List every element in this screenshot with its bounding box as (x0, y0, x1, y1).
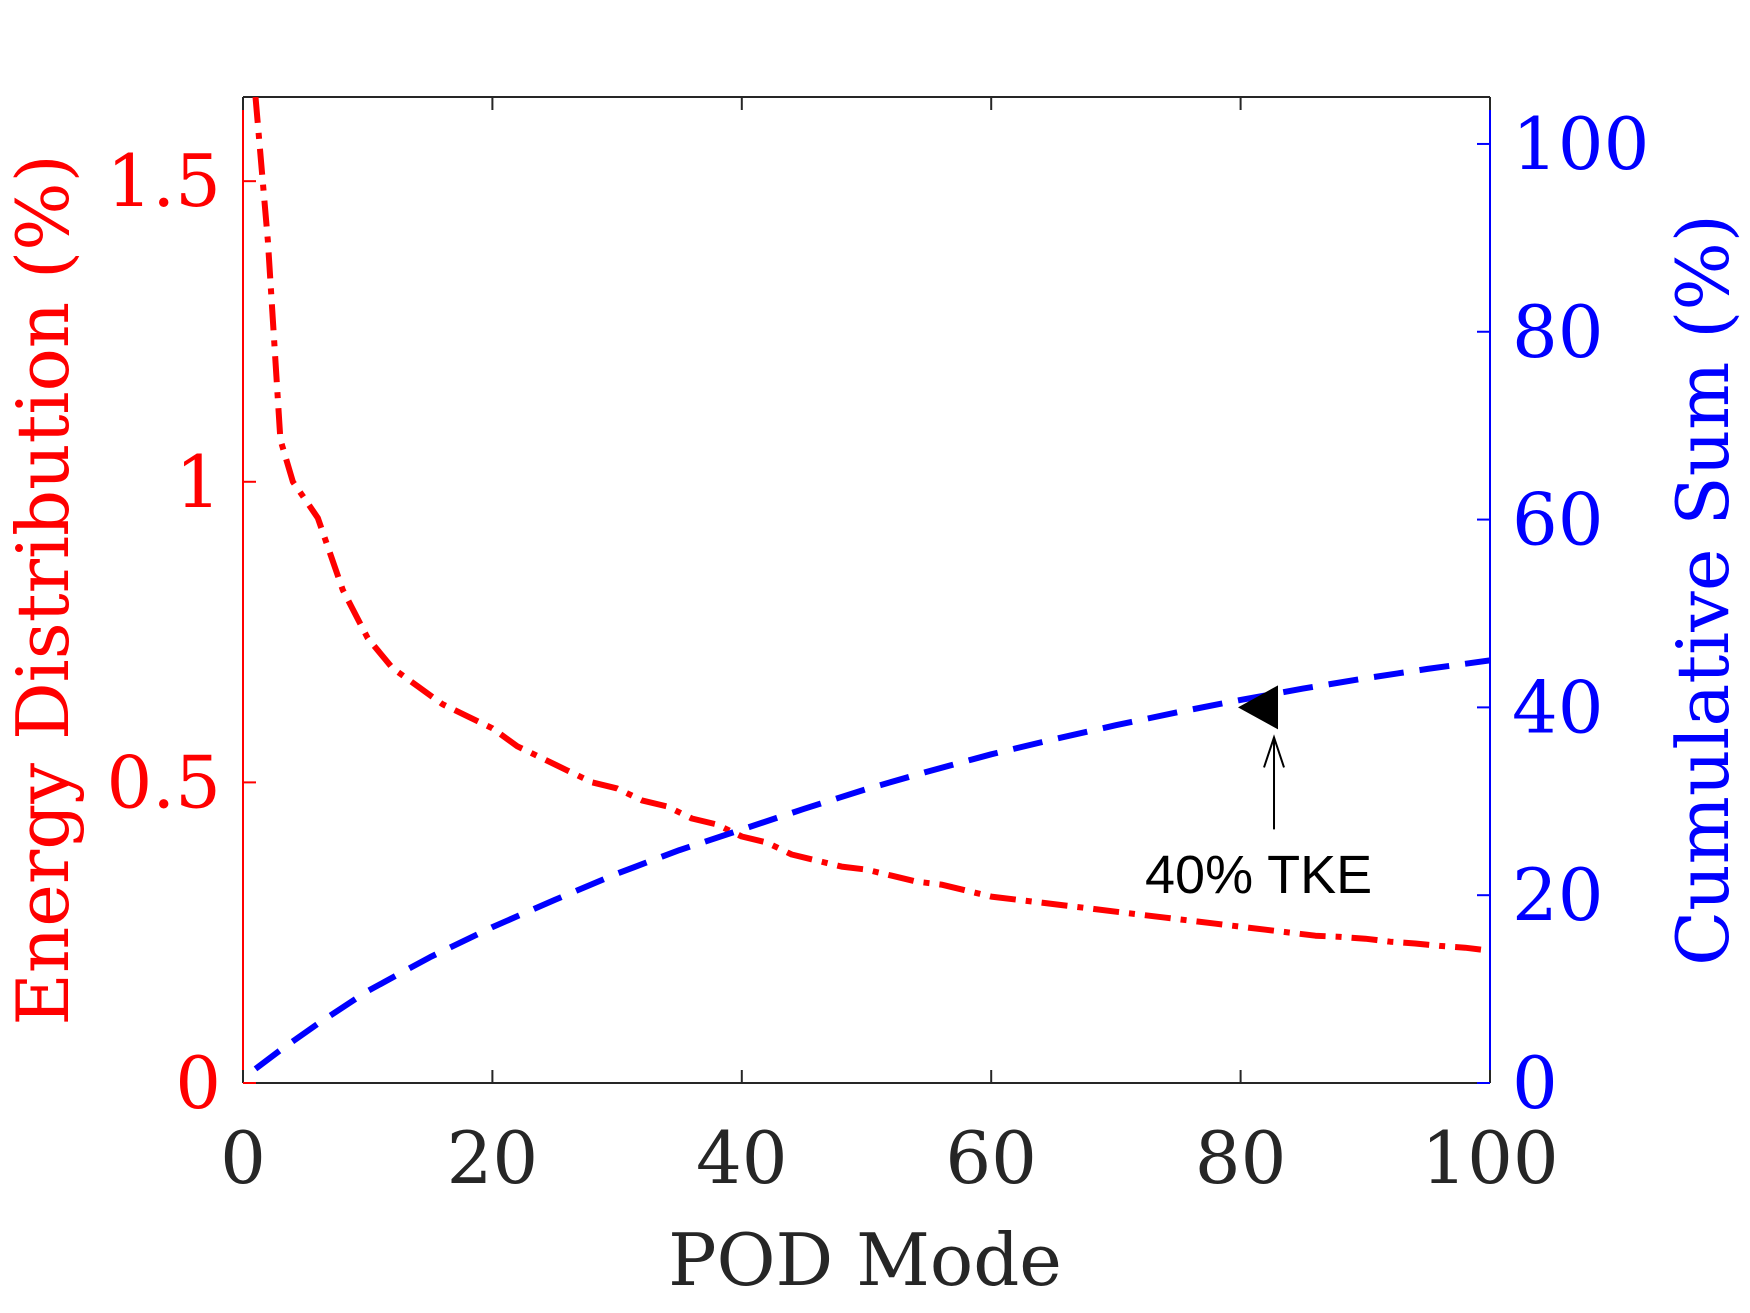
y-left-tick-label: 0 (175, 1041, 221, 1125)
annotation-triangle-marker (1238, 685, 1279, 730)
y-right-tick-label: 80 (1512, 290, 1604, 374)
y-axis-left-title: Energy Distribution (%) (1, 154, 85, 1025)
y-right-tick-label: 0 (1512, 1041, 1558, 1125)
annotation-group: 40% TKE (1145, 685, 1372, 905)
y-right-tick-label: 40 (1512, 665, 1604, 749)
y-left-tick-label: 1 (175, 440, 221, 524)
y-right-tick-label: 100 (1512, 102, 1649, 186)
y-left-tick-label: 0.5 (106, 740, 221, 824)
annotation-label: 40% TKE (1145, 845, 1372, 905)
x-tick-label: 100 (1421, 1116, 1558, 1200)
x-tick-label: 80 (1195, 1116, 1287, 1200)
energy-distribution-line (252, 97, 1490, 954)
x-tick-label: 60 (945, 1116, 1037, 1200)
x-tick-label: 20 (447, 1116, 539, 1200)
x-tick-label: 40 (696, 1116, 788, 1200)
y-right-tick-label: 20 (1512, 853, 1604, 937)
y-left-tick-label: 1.5 (106, 139, 221, 223)
y-right-tick-label: 60 (1512, 478, 1604, 562)
y-axis-right-title: Cumulative Sum (%) (1661, 214, 1745, 966)
axes-group (242, 96, 1491, 1084)
annotation-arrow-head (1263, 734, 1285, 768)
axis-titles-group: POD Mode Energy Distribution (%) Cumulat… (1, 154, 1745, 1302)
series-group (252, 97, 1490, 1072)
x-tick-label: 0 (220, 1116, 266, 1200)
x-axis-title: POD Mode (668, 1218, 1062, 1302)
